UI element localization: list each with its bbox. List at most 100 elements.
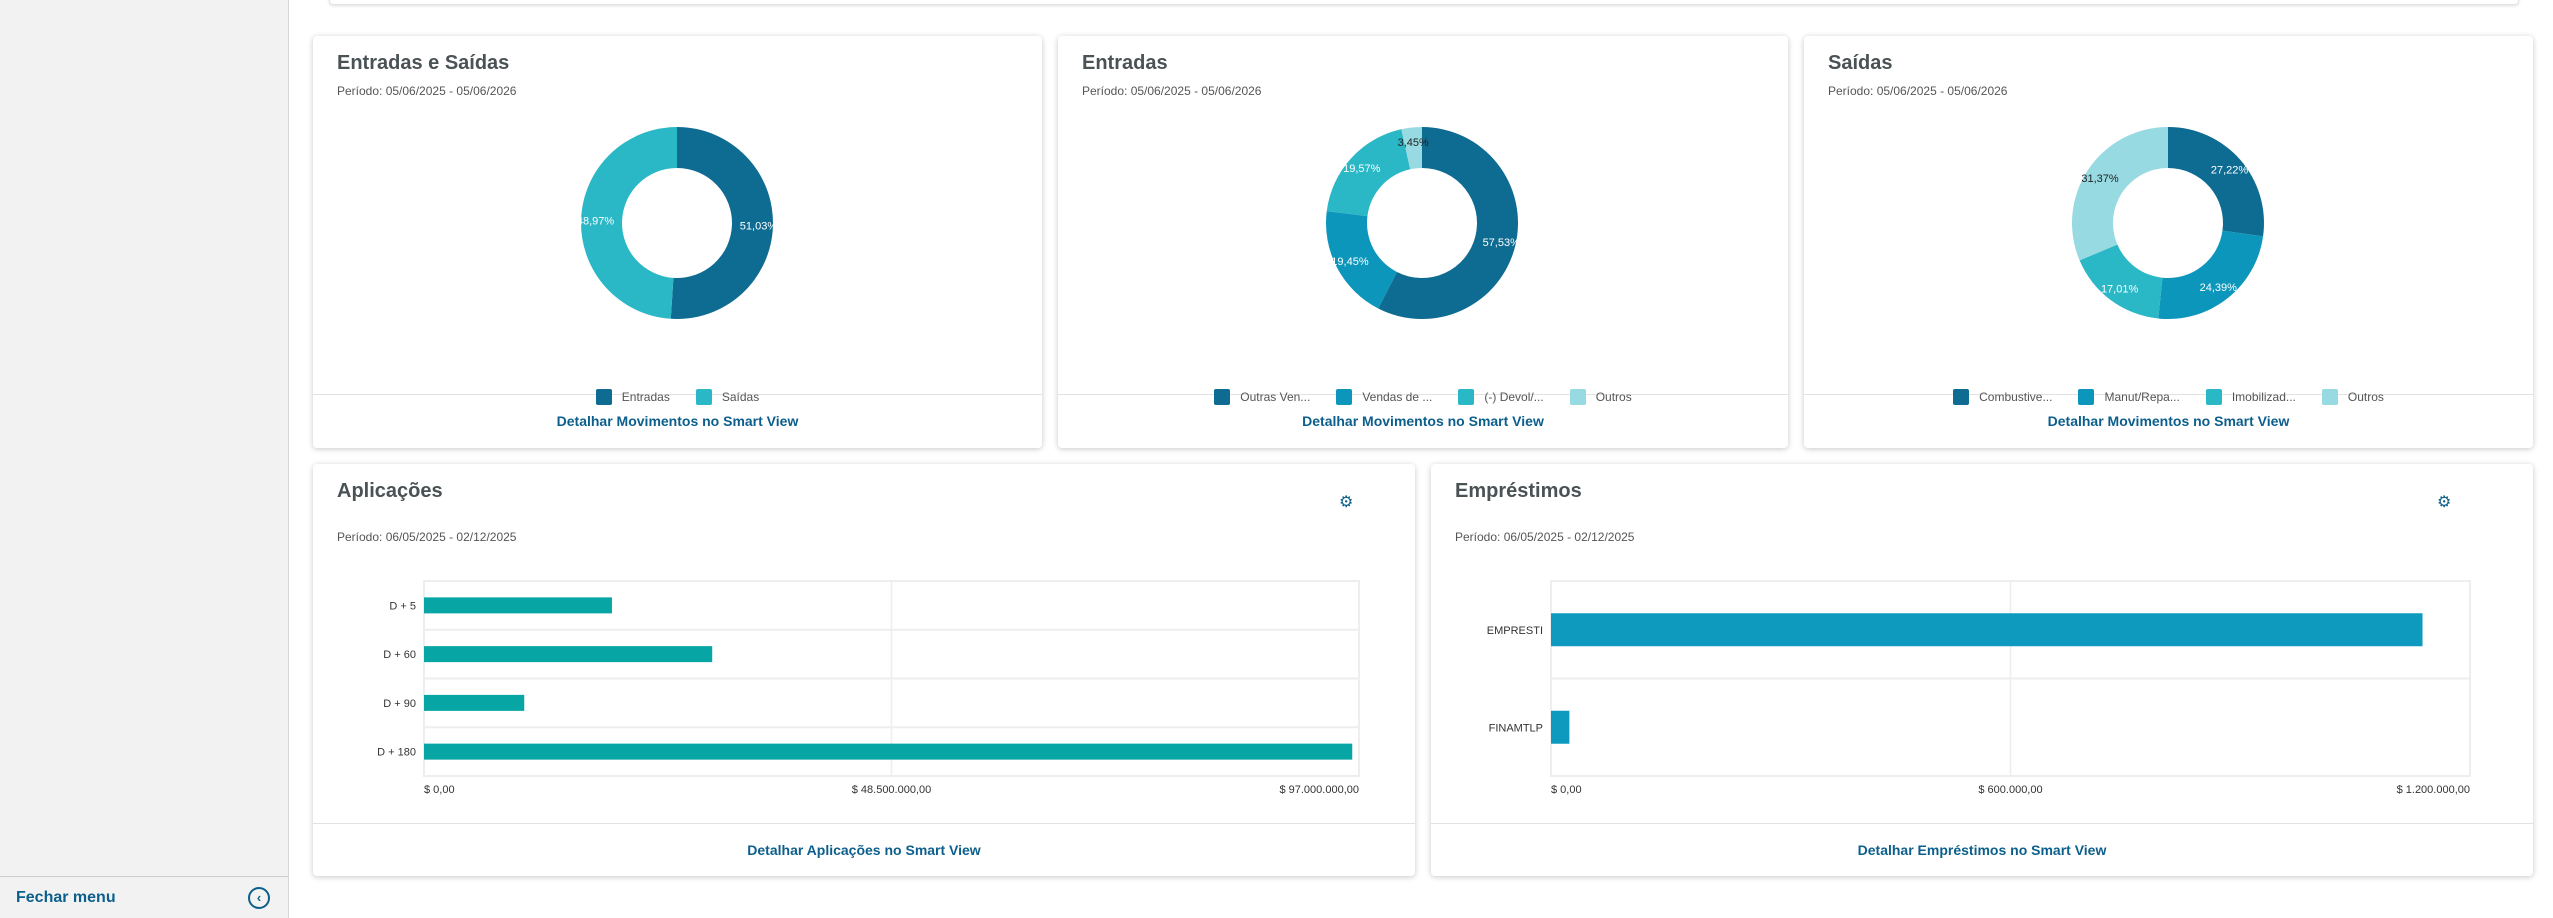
card-entradas: Entradas Período: 05/06/2025 - 05/06/2026… xyxy=(1058,36,1788,448)
legend-label: Outros xyxy=(1595,390,1632,404)
smart-view-link[interactable]: Detalhar Movimentos no Smart View xyxy=(1302,413,1544,429)
legend-swatch xyxy=(2205,389,2222,405)
chart-legend: Combustive... Manut/Repa... Imobilizad... O… xyxy=(1804,389,2533,405)
close-menu-button[interactable]: Fechar menu ‹ xyxy=(0,876,288,918)
x-tick-label: $ 1.200.000,00 xyxy=(2397,784,2470,796)
slice-label: 31,37% xyxy=(2081,173,2119,185)
settings-gear-icon[interactable]: ⚙ xyxy=(1339,494,1354,511)
legend-swatch xyxy=(1953,389,1970,405)
slice-label: 19,45% xyxy=(1331,256,1369,268)
legend-swatch xyxy=(595,389,612,405)
legend-label: Vendas de ... xyxy=(1362,390,1433,404)
divider xyxy=(1804,394,2533,395)
legend-label: Saídas xyxy=(721,390,760,404)
card-emprestimos: Empréstimos Período: 06/05/2025 - 02/12/2… xyxy=(1431,464,2533,876)
slice-label: 17,01% xyxy=(2101,284,2139,296)
donut-slice[interactable] xyxy=(670,127,773,319)
legend-swatch xyxy=(695,389,712,405)
card-saidas: Saídas Período: 05/06/2025 - 05/06/2026 De… xyxy=(1804,36,2533,448)
donut-slice[interactable] xyxy=(1378,127,1518,319)
close-menu-label: Fechar menu xyxy=(16,888,116,906)
donut-chart: 57,53% 19,45% 19,57% 3,45% xyxy=(1326,127,1521,319)
chart-legend: Outras Ven... Vendas de ... (-) Devol/... O… xyxy=(1058,389,1788,405)
sidebar: Fechar menu ‹ xyxy=(0,0,289,918)
bar[interactable] xyxy=(424,743,1353,760)
legend-label: Outros xyxy=(2347,390,2384,404)
legend-item[interactable]: Saídas xyxy=(695,389,760,405)
legend-item[interactable]: Outros xyxy=(1569,389,1632,405)
smart-view-link[interactable]: Detalhar Movimentos no Smart View xyxy=(556,413,799,429)
legend-label: Combustive... xyxy=(1979,390,2053,404)
donut-chart: 27,22% 24,39% 17,01% 31,37% xyxy=(2072,127,2264,320)
legend-item[interactable]: Entradas xyxy=(595,389,670,405)
legend-swatch xyxy=(1336,389,1353,405)
slice-label: 19,57% xyxy=(1343,163,1381,175)
donut-slice[interactable] xyxy=(2158,230,2264,320)
card-title: Empréstimos xyxy=(1455,480,1582,502)
period-label: Período: 06/05/2025 - 02/12/2025 xyxy=(337,530,517,544)
bar[interactable] xyxy=(424,646,713,663)
smart-view-link[interactable]: Detalhar Movimentos no Smart View xyxy=(2047,413,2290,429)
legend-item[interactable]: Vendas de ... xyxy=(1336,389,1432,405)
bar-chart: D + 5 D + 60 D + 90 D + 180 $ 0,00 $ 48.500.0… xyxy=(377,580,1360,796)
card-title: Entradas xyxy=(1082,52,1168,74)
slice-label: 24,39% xyxy=(2200,282,2238,294)
legend-item[interactable]: (-) Devol/... xyxy=(1458,389,1544,405)
bar[interactable] xyxy=(1551,613,2423,647)
slice-label: 27,22% xyxy=(2211,165,2249,177)
donut-slice[interactable] xyxy=(2168,127,2264,237)
slice-label: 57,53% xyxy=(1483,237,1521,249)
legend-swatch xyxy=(1458,389,1475,405)
bar[interactable] xyxy=(1551,710,1570,744)
category-label: D + 5 xyxy=(389,600,416,612)
donut-slice[interactable] xyxy=(1401,127,1422,170)
legend-swatch xyxy=(1569,389,1586,405)
top-card xyxy=(329,0,2519,5)
donut-slice[interactable] xyxy=(580,127,677,319)
divider xyxy=(313,823,1415,824)
donut-chart: 51,03% 48,97% xyxy=(577,127,777,319)
card-title: Saídas xyxy=(1828,52,1893,74)
legend-label: Entradas xyxy=(621,390,670,404)
legend-swatch xyxy=(2321,389,2338,405)
legend-item[interactable]: Outras Ven... xyxy=(1214,389,1310,405)
chevron-left-circle-icon[interactable]: ‹ xyxy=(248,886,270,909)
legend-label: (-) Devol/... xyxy=(1484,390,1544,404)
x-tick-label: $ 48.500.000,00 xyxy=(852,784,932,796)
x-tick-label: $ 600.000,00 xyxy=(1978,784,2042,796)
divider xyxy=(1431,823,2533,824)
card-aplicacoes: Aplicações Período: 06/05/2025 - 02/12/20… xyxy=(313,464,1415,876)
donut-slice[interactable] xyxy=(1326,211,1397,309)
donut-slice[interactable] xyxy=(2072,127,2168,261)
category-label: FINAMTLP xyxy=(1489,722,1543,734)
legend-label: Imobilizad... xyxy=(2231,390,2296,404)
legend-label: Outras Ven... xyxy=(1240,390,1311,404)
x-tick-label: $ 0,00 xyxy=(424,784,455,796)
donut-slice[interactable] xyxy=(2079,244,2163,319)
card-title: Entradas e Saídas xyxy=(337,52,510,74)
bar-chart: EMPRESTI FINAMTLP $ 0,00 $ 600.000,00 $ 1.20… xyxy=(1487,580,2471,796)
bar[interactable] xyxy=(424,597,612,614)
category-label: D + 90 xyxy=(383,698,416,710)
donut-slice[interactable] xyxy=(1326,129,1411,217)
slice-label: 48,97% xyxy=(577,215,615,227)
card-title: Aplicações xyxy=(337,480,443,502)
bar[interactable] xyxy=(424,694,525,711)
settings-gear-icon[interactable]: ⚙ xyxy=(2437,494,2452,511)
legend-label: Manut/Repa... xyxy=(2104,390,2180,404)
legend-swatch xyxy=(1214,389,1231,405)
legend-item[interactable]: Manut/Repa... xyxy=(2078,389,2180,405)
legend-swatch xyxy=(2078,389,2095,405)
legend-item[interactable]: Outros xyxy=(2321,389,2384,405)
period-label: Período: 05/06/2025 - 05/06/2026 xyxy=(337,84,517,98)
x-tick-label: $ 0,00 xyxy=(1551,784,1582,796)
legend-item[interactable]: Combustive... xyxy=(1953,389,2052,405)
legend-item[interactable]: Imobilizad... xyxy=(2205,389,2296,405)
divider xyxy=(1058,394,1788,395)
smart-view-link[interactable]: Detalhar Empréstimos no Smart View xyxy=(1857,842,2107,858)
card-entradas-saidas: Entradas e Saídas Período: 05/06/2025 - 0… xyxy=(313,36,1042,448)
period-label: Período: 05/06/2025 - 05/06/2026 xyxy=(1082,84,1262,98)
smart-view-link[interactable]: Detalhar Aplicações no Smart View xyxy=(747,842,981,858)
category-label: D + 60 xyxy=(383,649,416,661)
slice-label: 3,45% xyxy=(1398,137,1429,149)
